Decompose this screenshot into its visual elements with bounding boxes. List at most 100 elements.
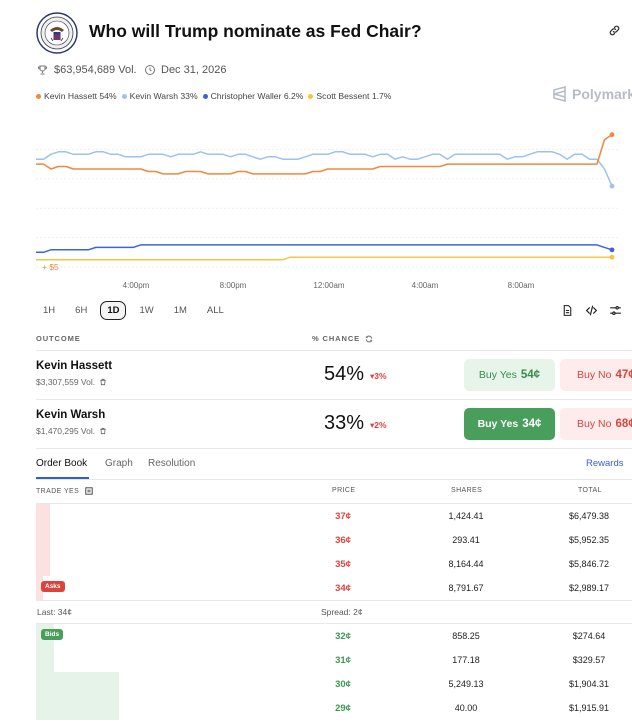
buy-yes-button[interactable]: Buy Yes 54¢ (464, 359, 555, 391)
series-endpoint (609, 183, 615, 189)
range-1h[interactable]: 1H (43, 305, 56, 316)
divider (36, 503, 632, 504)
legend-item: Kevin Hassett 54% (36, 91, 117, 101)
order-total: $329.57 (572, 655, 606, 665)
down-arrow-icon: ▾ (370, 371, 375, 381)
depth-bar (36, 696, 119, 720)
active-tab-indicator (36, 477, 89, 479)
x-tick-label: 8:00am (508, 281, 535, 290)
x-tick-label: 8:00pm (220, 281, 247, 290)
chart-legend: Kevin Hassett 54% Kevin Warsh 33% Christop… (36, 91, 396, 101)
x-tick-label: 12:00am (313, 281, 344, 290)
legend-dot (202, 93, 208, 99)
outcome-volume: $3,307,559 Vol. (36, 377, 107, 387)
link-icon[interactable] (608, 24, 624, 40)
divider (36, 399, 632, 400)
outcome-chance: 33% (324, 412, 365, 434)
polymarket-logo-icon (553, 86, 566, 102)
embed-code-icon[interactable] (585, 304, 599, 318)
outcome-chance: 54% (324, 363, 365, 385)
outcome-name: Kevin Warsh (36, 409, 106, 421)
order-price[interactable]: 35¢ (335, 559, 351, 570)
order-shares: 5,249.13 (448, 679, 484, 689)
order-price[interactable]: 34¢ (335, 583, 351, 594)
market-title: Who will Trump nominate as Fed Chair? (89, 21, 422, 41)
buy-yes-button[interactable]: Buy Yes 34¢ (464, 408, 555, 440)
depth-bar (36, 504, 50, 528)
order-price[interactable]: 32¢ (335, 631, 351, 642)
trash-icon (100, 378, 106, 386)
bids-badge: Bids (41, 629, 64, 640)
chance-column-header: % CHANCE (312, 334, 373, 343)
order-total: $1,904.31 (568, 679, 610, 689)
asks-badge: Asks (41, 581, 65, 592)
range-1d[interactable]: 1D (100, 301, 127, 320)
outcome-change: ▾3% (370, 371, 387, 381)
order-price[interactable]: 30¢ (335, 679, 351, 690)
series-line-kevin-warsh (36, 151, 613, 187)
settings-sliders-icon[interactable] (609, 304, 623, 318)
shares-header: SHARES (451, 487, 483, 494)
order-shares: 40.00 (454, 703, 478, 713)
order-price[interactable]: 29¢ (335, 703, 351, 714)
rewards-link[interactable]: Rewards (586, 458, 624, 469)
tab-resolution[interactable]: Resolution (148, 458, 196, 469)
divider (36, 479, 632, 480)
tab-graph[interactable]: Graph (105, 458, 133, 469)
clock-icon (145, 65, 155, 75)
series-endpoint (609, 132, 615, 138)
range-1w[interactable]: 1W (139, 305, 154, 316)
legend-label: Kevin Warsh 33% (129, 91, 198, 101)
legend-label: Christopher Waller 6.2% (210, 91, 304, 101)
range-1m[interactable]: 1M (173, 305, 187, 316)
range-all[interactable]: ALL (206, 305, 224, 316)
order-shares: 858.25 (452, 631, 480, 641)
legend-item: Christopher Waller 6.2% (202, 91, 304, 101)
depth-bar (36, 648, 54, 672)
order-price[interactable]: 36¢ (335, 535, 351, 546)
market-end-date: Dec 31, 2026 (144, 64, 226, 76)
series-endpoint (609, 247, 615, 253)
legend-dot (36, 93, 41, 99)
outcome-change: ▾2% (370, 420, 387, 430)
order-total: $2,989.17 (568, 583, 610, 593)
price-history-chart[interactable]: + $5 4:00pm 8:00pm 12:00am 4:00am 8:00am (0, 112, 632, 294)
depth-bar (36, 528, 50, 552)
tab-order-book[interactable]: Order Book (36, 458, 88, 469)
refresh-icon (365, 335, 373, 342)
total-header: TOTAL (578, 487, 602, 494)
price-header: PRICE (332, 487, 356, 494)
order-total: $6,479.38 (568, 511, 610, 521)
order-total: $5,952.35 (568, 535, 610, 545)
outcome-volume: $1,470,295 Vol. (36, 426, 107, 436)
polymarket-brand: Polymarket (552, 86, 632, 102)
range-6h[interactable]: 6H (75, 305, 88, 316)
trade-yes-header: TRADE YES (36, 487, 93, 495)
depth-bar (36, 552, 50, 576)
spread: Spread: 2¢ (321, 607, 363, 617)
order-shares: 8,164.44 (448, 559, 484, 569)
legend-label: Kevin Hassett 54% (44, 91, 117, 101)
legend-item: Scott Bessent 1.7% (308, 91, 391, 101)
order-shares: 177.18 (452, 655, 480, 665)
down-arrow-icon: ▾ (370, 420, 375, 430)
legend-dot (308, 93, 314, 99)
order-price[interactable]: 31¢ (335, 655, 351, 666)
buy-no-button[interactable]: Buy No 68¢ (560, 408, 632, 440)
buy-no-button[interactable]: Buy No 47¢ (560, 359, 632, 391)
order-shares: 293.41 (452, 535, 480, 545)
chart-annotation: + $5 (42, 262, 59, 272)
chart-tools (561, 304, 623, 318)
series-line-christopher-waller (36, 244, 613, 254)
last-price: Last: 34¢ (37, 607, 72, 617)
order-shares: 8,791.67 (448, 583, 484, 593)
order-price[interactable]: 37¢ (335, 511, 351, 522)
series-line-kevin-hassett (36, 134, 613, 175)
order-shares: 1,424.41 (448, 511, 484, 521)
legend-dot (121, 93, 127, 99)
order-total: $1,915.91 (568, 703, 610, 713)
trophy-icon (37, 65, 48, 75)
market-volume: $63,954,689 Vol. (36, 64, 137, 76)
outcome-name: Kevin Hassett (36, 360, 113, 372)
document-icon[interactable] (561, 304, 575, 318)
